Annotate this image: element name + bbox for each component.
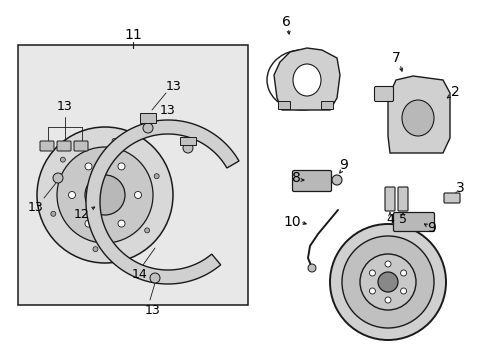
Circle shape: [331, 175, 341, 185]
Polygon shape: [273, 48, 339, 110]
Text: 9: 9: [427, 221, 436, 235]
FancyBboxPatch shape: [384, 187, 394, 211]
FancyBboxPatch shape: [393, 212, 434, 231]
Ellipse shape: [292, 64, 320, 96]
Circle shape: [368, 288, 375, 294]
Circle shape: [112, 138, 117, 143]
Text: 13: 13: [145, 303, 161, 316]
Text: 10: 10: [283, 215, 300, 229]
FancyBboxPatch shape: [374, 86, 393, 102]
Bar: [140, 113, 156, 123]
Text: 13: 13: [28, 202, 44, 215]
Bar: [180, 137, 196, 145]
Circle shape: [384, 261, 390, 267]
Circle shape: [57, 147, 153, 243]
Circle shape: [85, 163, 92, 170]
Circle shape: [118, 163, 125, 170]
Text: 3: 3: [455, 181, 464, 195]
Text: 2: 2: [450, 85, 458, 99]
FancyBboxPatch shape: [443, 193, 459, 203]
Circle shape: [68, 192, 75, 198]
Circle shape: [53, 173, 63, 183]
Circle shape: [144, 228, 149, 233]
Circle shape: [150, 273, 160, 283]
Circle shape: [384, 297, 390, 303]
Circle shape: [51, 211, 56, 216]
Text: 8: 8: [291, 171, 300, 185]
Circle shape: [85, 175, 125, 215]
FancyBboxPatch shape: [40, 141, 54, 151]
Circle shape: [118, 220, 125, 227]
Bar: [18, 45, 247, 305]
Text: 13: 13: [166, 80, 182, 93]
Text: 14: 14: [132, 269, 147, 282]
Circle shape: [368, 270, 375, 276]
Text: 9: 9: [339, 158, 348, 172]
Text: 4: 4: [385, 213, 393, 226]
Circle shape: [359, 254, 415, 310]
Circle shape: [37, 127, 173, 263]
Bar: [278, 101, 289, 109]
FancyBboxPatch shape: [397, 187, 407, 211]
Text: 12: 12: [74, 208, 90, 221]
Circle shape: [400, 288, 406, 294]
Bar: [320, 101, 332, 109]
Text: 13: 13: [57, 100, 73, 113]
Text: 1: 1: [350, 275, 359, 289]
Circle shape: [85, 220, 92, 227]
Text: 11: 11: [124, 28, 142, 42]
Circle shape: [60, 157, 65, 162]
Ellipse shape: [401, 100, 433, 136]
Circle shape: [377, 272, 397, 292]
Text: 13: 13: [160, 104, 176, 117]
Circle shape: [329, 224, 445, 340]
Circle shape: [341, 236, 433, 328]
Circle shape: [142, 123, 153, 133]
FancyBboxPatch shape: [74, 141, 88, 151]
Text: 7: 7: [391, 51, 400, 65]
Circle shape: [154, 174, 159, 179]
Circle shape: [400, 270, 406, 276]
Text: 5: 5: [398, 213, 406, 226]
FancyBboxPatch shape: [292, 171, 331, 192]
Polygon shape: [387, 76, 449, 153]
Circle shape: [93, 247, 98, 252]
Circle shape: [134, 192, 141, 198]
Text: 6: 6: [281, 15, 290, 29]
Circle shape: [307, 264, 315, 272]
Circle shape: [183, 143, 193, 153]
Polygon shape: [86, 120, 239, 284]
FancyBboxPatch shape: [57, 141, 71, 151]
